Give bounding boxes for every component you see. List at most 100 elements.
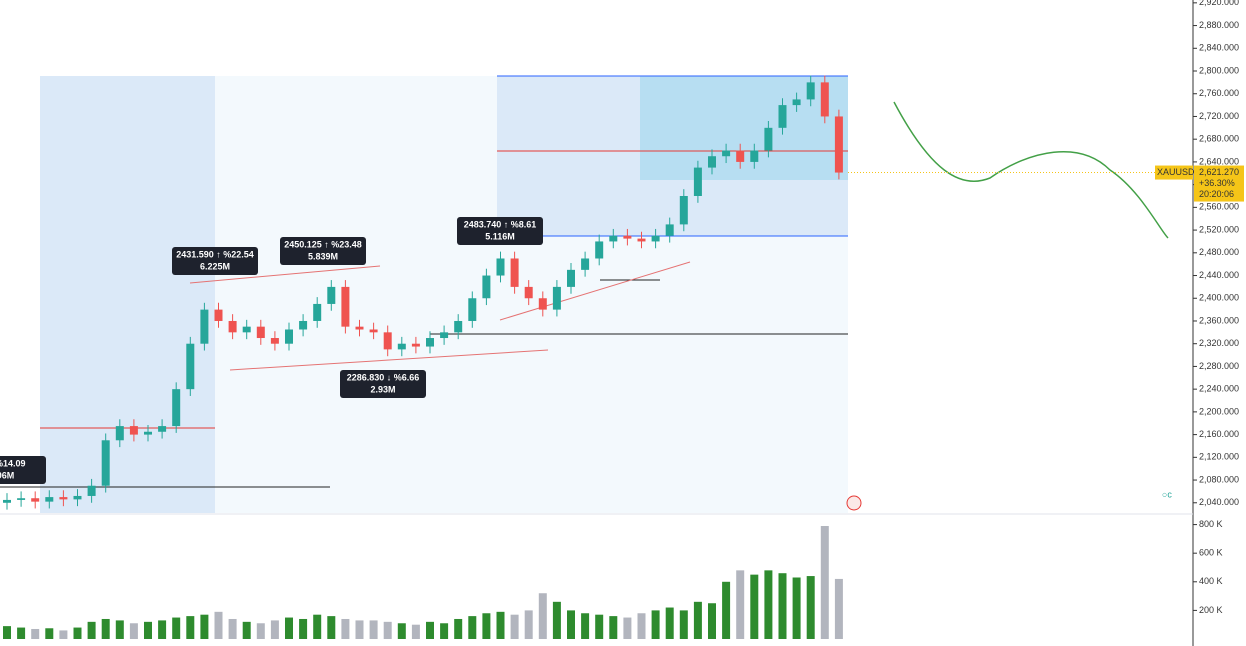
volume-bar bbox=[665, 607, 674, 639]
volume-bar bbox=[3, 626, 11, 639]
y-tick-label: 2,160.000 bbox=[1199, 429, 1239, 439]
y-tick-label: 2,360.000 bbox=[1199, 315, 1239, 325]
candle-body bbox=[538, 298, 547, 310]
y-tick-label: 2,760.000 bbox=[1199, 88, 1239, 98]
symbol-label: XAUUSD bbox=[1157, 167, 1195, 177]
volume-bar bbox=[242, 621, 251, 639]
candle-body bbox=[31, 498, 40, 502]
volume-bar bbox=[172, 617, 181, 639]
volume-bar bbox=[270, 620, 279, 639]
volume-bar bbox=[285, 617, 293, 639]
volume-bar bbox=[369, 620, 378, 639]
candle-body bbox=[115, 426, 124, 441]
y-tick-label: 2,080.000 bbox=[1199, 474, 1239, 484]
candle-body bbox=[736, 150, 745, 162]
candle-body bbox=[87, 485, 96, 496]
volume-bar bbox=[679, 610, 688, 639]
volume-bar bbox=[73, 627, 82, 639]
y-tick-label: 2,920.000 bbox=[1199, 0, 1239, 7]
annotation-sub: 5.116M bbox=[485, 231, 515, 241]
indicator-icon[interactable] bbox=[846, 495, 862, 511]
candle-body bbox=[665, 224, 674, 236]
candle-body bbox=[454, 320, 463, 333]
volume-bar bbox=[426, 621, 434, 639]
volume-bar bbox=[595, 614, 604, 639]
y-tick-label: 2,720.000 bbox=[1199, 111, 1239, 121]
candle-body bbox=[440, 332, 449, 339]
volume-bar bbox=[693, 601, 702, 639]
volume-bar bbox=[496, 611, 505, 639]
y-tick-label: 2,640.000 bbox=[1199, 156, 1239, 166]
candle-body bbox=[3, 499, 11, 503]
candle-body bbox=[496, 258, 505, 276]
candle-body bbox=[679, 195, 688, 225]
annotation: 2286.830 ↓ %6.66 2.93M bbox=[340, 370, 426, 398]
volume-bar bbox=[764, 570, 773, 639]
candle-body bbox=[567, 269, 575, 287]
y-tick-label: 2,200.000 bbox=[1199, 406, 1239, 416]
candle-body bbox=[186, 343, 195, 390]
candle-body bbox=[214, 309, 223, 321]
candle-body bbox=[73, 495, 82, 500]
volume-bar bbox=[355, 620, 364, 639]
candle-body bbox=[834, 116, 843, 173]
candle-body bbox=[341, 286, 350, 327]
volume-bar bbox=[341, 618, 350, 639]
volume-bar bbox=[736, 570, 745, 639]
annotation-text: 2431.590 ↑ %22.54 bbox=[176, 249, 254, 259]
annotation: 2483.740 ↑ %8.61 5.116M bbox=[457, 217, 543, 245]
candle-body bbox=[820, 82, 829, 117]
y-tick-label: 2,440.000 bbox=[1199, 270, 1239, 280]
volume-bar bbox=[228, 618, 237, 639]
candle-body bbox=[764, 127, 773, 151]
y-tick-label: 2,320.000 bbox=[1199, 338, 1239, 348]
volume-bar bbox=[538, 593, 547, 639]
annotation-sub: 5.839M bbox=[308, 251, 338, 261]
volume-bar bbox=[115, 620, 124, 639]
volume-bar bbox=[834, 578, 843, 639]
volume-bar bbox=[299, 618, 308, 639]
volume-bar bbox=[101, 618, 110, 639]
volume-bar bbox=[722, 581, 731, 639]
candle-body bbox=[806, 82, 815, 100]
indicator-icon[interactable]: ○c bbox=[1162, 489, 1172, 499]
annotation: 0 ↑ %14.09 196M bbox=[0, 456, 46, 484]
candle-body bbox=[129, 426, 138, 435]
candle-body bbox=[369, 329, 378, 333]
volume-bar bbox=[397, 623, 406, 639]
candle-body bbox=[623, 235, 632, 239]
candle-body bbox=[595, 241, 604, 259]
annotation-sub: 196M bbox=[0, 470, 14, 480]
volume-bar bbox=[623, 617, 632, 639]
volume-bar bbox=[806, 576, 815, 639]
annotation-box bbox=[280, 237, 366, 265]
volume-bar bbox=[158, 620, 167, 639]
annotation-text: 2483.740 ↑ %8.61 bbox=[464, 219, 537, 229]
annotation-box bbox=[457, 217, 543, 245]
candle-body bbox=[327, 286, 336, 304]
y2-tick-label: 800 K bbox=[1199, 519, 1223, 529]
volume-bar bbox=[31, 628, 40, 639]
volume-bar bbox=[651, 610, 660, 639]
volume-bar bbox=[524, 610, 533, 639]
trend-line bbox=[229, 349, 549, 371]
volume-bar bbox=[186, 616, 195, 639]
candle-body bbox=[722, 150, 731, 157]
candle-body bbox=[651, 235, 660, 242]
volume-bar bbox=[383, 621, 392, 639]
volume-bar bbox=[820, 526, 829, 639]
candle-body bbox=[482, 275, 491, 299]
candle-body bbox=[172, 389, 181, 427]
y-tick-label: 2,040.000 bbox=[1199, 497, 1239, 507]
price-box bbox=[1194, 165, 1244, 202]
trend-line bbox=[499, 261, 691, 321]
volume-bar bbox=[454, 618, 463, 639]
y2-tick-label: 400 K bbox=[1199, 576, 1223, 586]
candle-body bbox=[158, 426, 167, 432]
volume-bar bbox=[214, 611, 223, 639]
y-tick-label: 2,560.000 bbox=[1199, 202, 1239, 212]
volume-bar bbox=[45, 628, 54, 639]
trend-line bbox=[189, 265, 381, 284]
candle-body bbox=[270, 338, 279, 344]
